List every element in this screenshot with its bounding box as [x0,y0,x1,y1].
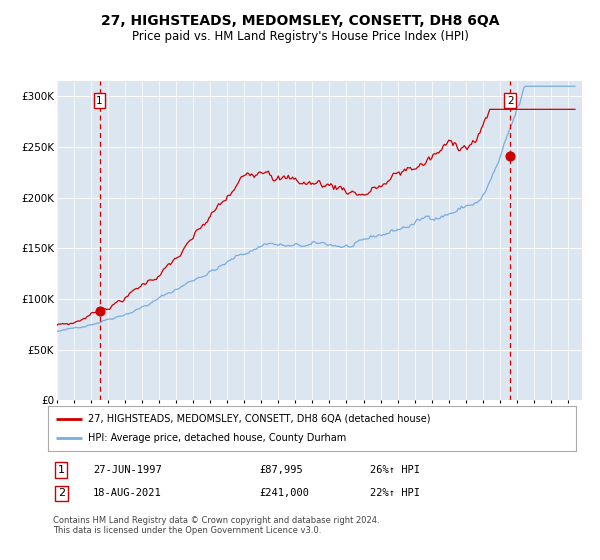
Text: 2: 2 [58,488,65,498]
Text: 2: 2 [507,96,514,106]
Text: £241,000: £241,000 [259,488,309,498]
Text: 27, HIGHSTEADS, MEDOMSLEY, CONSETT, DH8 6QA: 27, HIGHSTEADS, MEDOMSLEY, CONSETT, DH8 … [101,14,499,28]
Text: 27, HIGHSTEADS, MEDOMSLEY, CONSETT, DH8 6QA (detached house): 27, HIGHSTEADS, MEDOMSLEY, CONSETT, DH8 … [88,413,430,423]
Point [506,152,515,161]
Text: Price paid vs. HM Land Registry's House Price Index (HPI): Price paid vs. HM Land Registry's House … [131,30,469,43]
Point [95,307,104,316]
Text: 18-AUG-2021: 18-AUG-2021 [93,488,161,498]
Text: 27-JUN-1997: 27-JUN-1997 [93,465,161,475]
Text: 1: 1 [58,465,65,475]
Text: Contains HM Land Registry data © Crown copyright and database right 2024.
This d: Contains HM Land Registry data © Crown c… [53,516,380,535]
Text: £87,995: £87,995 [259,465,303,475]
Text: 26%↑ HPI: 26%↑ HPI [370,465,420,475]
Text: 1: 1 [96,96,103,106]
Text: 22%↑ HPI: 22%↑ HPI [370,488,420,498]
Text: HPI: Average price, detached house, County Durham: HPI: Average price, detached house, Coun… [88,433,346,444]
